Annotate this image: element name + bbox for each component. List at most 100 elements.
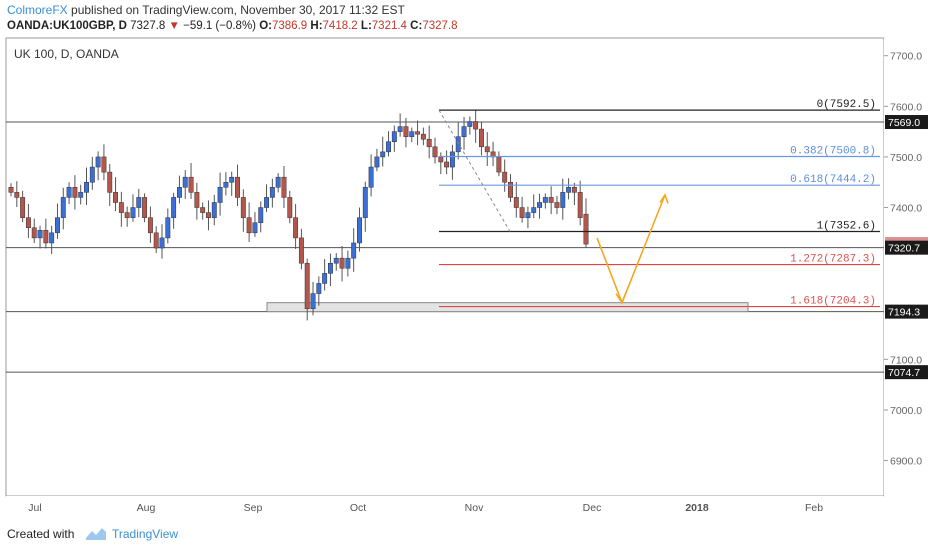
candle-body	[397, 126, 403, 132]
candle-body	[25, 217, 31, 229]
created-with-label: Created with	[7, 527, 75, 541]
candle-body	[275, 176, 281, 188]
candle-body	[258, 207, 264, 223]
candle-body	[153, 232, 159, 249]
candle-body	[211, 202, 217, 218]
candle-body	[327, 262, 333, 274]
candle-body	[322, 273, 328, 284]
x-tick-label: 2018	[685, 502, 709, 514]
ohlc-line: OANDA:UK100GBP, D 7327.8 ▼ −59.1 (−0.8%)…	[7, 20, 458, 32]
price-tag	[885, 365, 928, 380]
candle-body	[142, 197, 148, 218]
x-tick-label: Nov	[465, 502, 484, 514]
candle-body	[461, 126, 467, 137]
candle-body	[374, 156, 380, 168]
price-tag-label: 7320.7	[888, 243, 920, 255]
price-tag	[885, 115, 928, 130]
price-axis[interactable]	[884, 38, 932, 496]
price-tag	[885, 304, 928, 319]
candle-body	[66, 187, 72, 198]
x-tick-label: Feb	[805, 502, 823, 514]
candle-body	[124, 212, 130, 218]
projection-arrow	[596, 194, 666, 305]
candle-body	[531, 207, 537, 213]
candle-body	[583, 213, 589, 245]
candle-body	[20, 197, 26, 218]
candle-body	[171, 197, 177, 218]
candle-body	[206, 212, 211, 218]
candle-body	[37, 230, 43, 239]
candle-body	[560, 192, 566, 208]
candle-body	[566, 187, 572, 193]
candle-body	[432, 146, 438, 158]
y-tick-label: 7400.0	[890, 203, 922, 215]
y-tick-label: 7700.0	[890, 51, 922, 63]
x-tick-label: Oct	[350, 502, 366, 514]
candle-body	[95, 156, 101, 168]
candle-body	[136, 197, 142, 208]
candle-body	[217, 187, 223, 203]
price-tag-label: 7194.3	[888, 307, 920, 319]
tradingview-brand[interactable]: TradingView	[112, 527, 179, 541]
candle-body	[403, 126, 409, 137]
last-price: 7327.8	[130, 20, 166, 32]
fib-level-label: 1.272(7287.3)	[790, 254, 876, 266]
candle-body	[415, 131, 421, 135]
symbol-label: OANDA:UK100GBP, D	[7, 20, 127, 32]
candle-body	[577, 192, 583, 218]
candle-body	[310, 293, 316, 310]
open-value: 7386.9	[272, 20, 308, 32]
candle-body	[118, 202, 124, 213]
chart-header: ColmoreFX published on TradingView.com, …	[0, 0, 932, 38]
candle-body	[130, 207, 136, 218]
candle-body	[484, 146, 490, 153]
candle-body	[31, 227, 37, 239]
candle-body	[60, 197, 66, 218]
footer: Created with TradingView	[0, 518, 932, 550]
author-link[interactable]: ColmoreFX	[7, 3, 68, 17]
x-tick-label: Jul	[28, 502, 41, 514]
candle-body	[542, 197, 548, 203]
candle-body	[182, 176, 188, 188]
candle-body	[14, 192, 20, 198]
candle-body	[246, 217, 252, 234]
candle-body	[537, 202, 542, 208]
candle-body	[351, 242, 357, 259]
candle-body	[84, 181, 89, 193]
candle-body	[89, 166, 95, 183]
y-tick-label: 7000.0	[890, 405, 922, 417]
candle-body	[229, 176, 235, 183]
candle-body	[269, 187, 275, 198]
time-axis[interactable]	[6, 496, 884, 518]
y-tick-label: 7500.0	[890, 152, 922, 164]
chart-legend: UK 100, D, OANDA	[14, 47, 119, 61]
published-text: published on TradingView.com, November 3…	[71, 3, 405, 17]
candle-body	[78, 192, 84, 198]
candle-body	[159, 237, 165, 249]
candle-body	[316, 283, 322, 294]
candle-body	[188, 176, 194, 193]
candle-body	[420, 133, 426, 140]
candle-body	[147, 217, 153, 234]
candle-body	[298, 237, 304, 264]
candle-body	[49, 232, 55, 244]
candle-body	[473, 121, 479, 130]
candle-body	[43, 230, 49, 244]
candle-body	[409, 131, 415, 137]
tradingview-logo-icon	[86, 528, 106, 540]
candle-body	[391, 131, 397, 142]
fib-level-label: 0(7592.5)	[817, 99, 876, 111]
candle-body	[362, 187, 368, 218]
candle-body	[496, 156, 502, 173]
candle-body	[8, 187, 14, 193]
candle-body	[240, 197, 246, 218]
y-tick-label: 7600.0	[890, 101, 922, 113]
candle-body	[548, 197, 554, 203]
candle-body	[345, 257, 351, 269]
candle-body	[252, 222, 258, 234]
candle-body	[264, 197, 270, 208]
candle-body	[571, 187, 577, 193]
price-tag-label: 7569.0	[888, 117, 920, 129]
x-tick-label: Dec	[583, 502, 602, 514]
